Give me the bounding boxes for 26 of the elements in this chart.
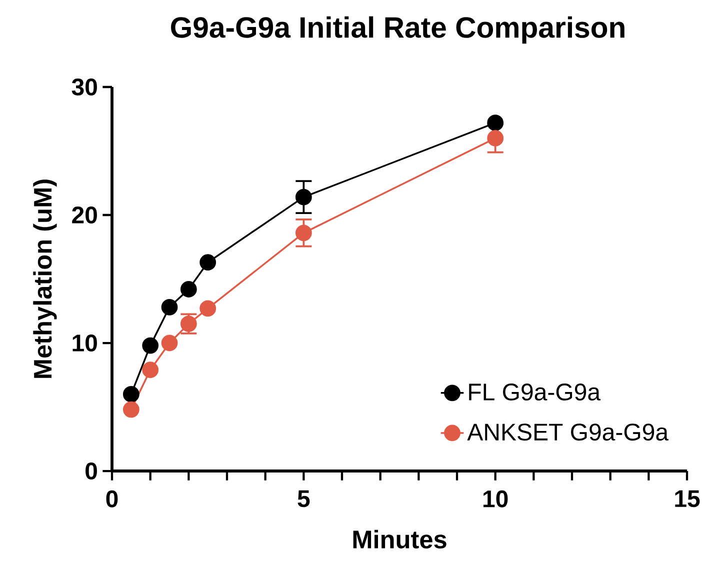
y-tick-label: 10 [72, 334, 97, 352]
legend-label: FL G9a-G9a [469, 384, 601, 401]
point [487, 114, 504, 132]
point [295, 188, 312, 206]
y-tick-label: 30 [72, 78, 97, 96]
y-axis-title: Methylation (uM) [33, 180, 57, 378]
point [161, 298, 178, 316]
point [142, 362, 159, 378]
point [142, 337, 159, 354]
point [200, 254, 216, 271]
point [295, 224, 312, 242]
point [122, 386, 140, 402]
x-tick-label: 15 [675, 490, 700, 508]
point [487, 130, 504, 146]
y-tick-label: 20 [72, 206, 97, 224]
point [200, 300, 216, 317]
legend-label: ANKSET G9a-G9a [467, 424, 669, 441]
x-tick-label: 5 [298, 490, 310, 508]
point [180, 281, 197, 298]
x-tick-label: 0 [106, 490, 118, 508]
point [161, 334, 178, 352]
chart-title: G9a-G9a Initial Rate Comparison [171, 16, 624, 44]
x-tick-label: 10 [484, 490, 508, 508]
y-tick-label: 0 [86, 462, 97, 480]
point [122, 401, 140, 418]
x-axis-title: Minutes [353, 530, 446, 548]
